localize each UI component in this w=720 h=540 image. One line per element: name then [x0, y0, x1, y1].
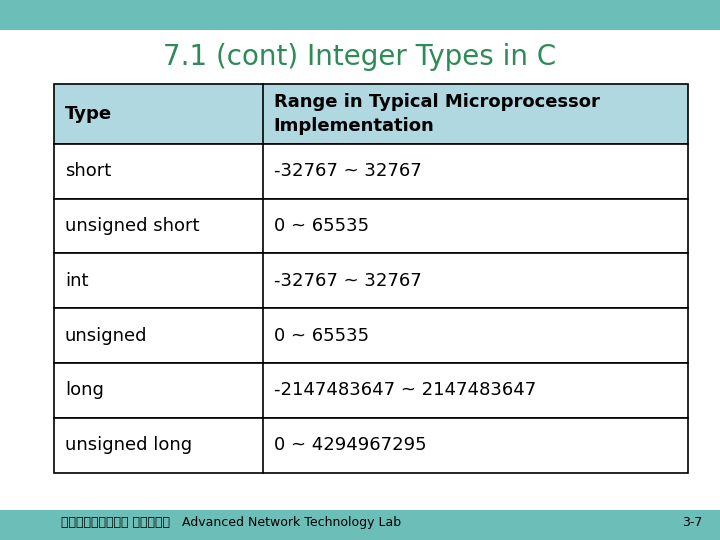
Text: 中正大學通訊工程系 潘仁義老師   Advanced Network Technology Lab: 中正大學通訊工程系 潘仁義老師 Advanced Network Technol…	[61, 516, 401, 529]
Text: unsigned short: unsigned short	[65, 217, 199, 235]
Bar	[54, 308, 688, 363]
Text: unsigned long: unsigned long	[65, 436, 192, 454]
Text: 0 ~ 65535: 0 ~ 65535	[274, 217, 369, 235]
Text: 0 ~ 4294967295: 0 ~ 4294967295	[274, 436, 426, 454]
Bar	[54, 144, 688, 199]
Bar	[54, 418, 688, 472]
Bar	[54, 363, 688, 418]
Text: unsigned: unsigned	[65, 327, 148, 345]
Text: 3-7: 3-7	[682, 516, 702, 529]
Text: Range in Typical Microprocessor
Implementation: Range in Typical Microprocessor Implemen…	[274, 93, 600, 134]
Bar	[54, 253, 688, 308]
Text: -32767 ~ 32767: -32767 ~ 32767	[274, 163, 421, 180]
Bar	[0, 0, 720, 30]
Bar	[54, 199, 688, 253]
Bar	[0, 510, 720, 540]
Text: int: int	[65, 272, 89, 290]
Text: 7.1 (cont) Integer Types in C: 7.1 (cont) Integer Types in C	[163, 43, 557, 71]
Bar	[54, 84, 688, 144]
Text: 0 ~ 65535: 0 ~ 65535	[274, 327, 369, 345]
Text: -2147483647 ~ 2147483647: -2147483647 ~ 2147483647	[274, 381, 536, 400]
Text: -32767 ~ 32767: -32767 ~ 32767	[274, 272, 421, 290]
Text: long: long	[65, 381, 104, 400]
Text: Type: Type	[65, 105, 112, 123]
Text: short: short	[65, 163, 111, 180]
